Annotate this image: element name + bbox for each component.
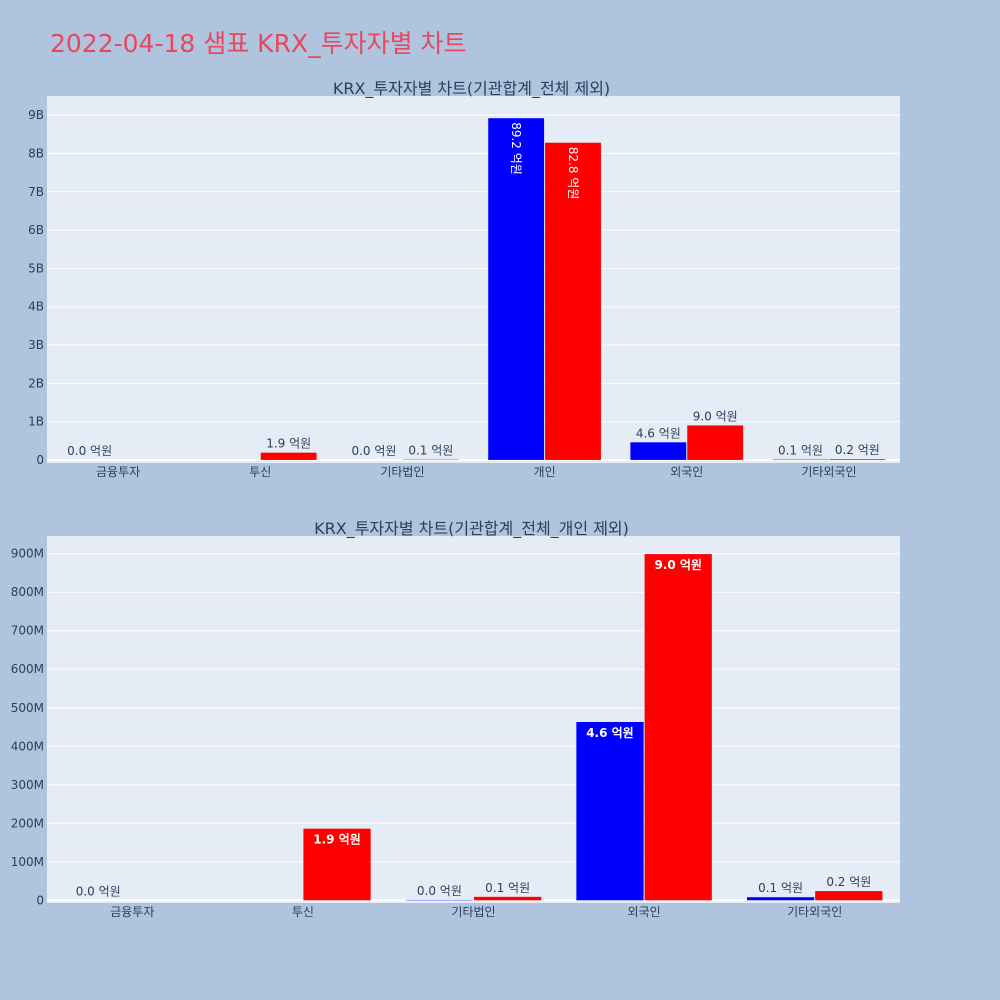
x-tick-label: 기타법인	[380, 465, 424, 479]
bar	[576, 722, 644, 901]
data-label: 0.2 억원	[835, 443, 880, 457]
data-label: 0.0 억원	[417, 884, 462, 898]
y-tick-label: 6B	[28, 223, 44, 237]
y-tick-label: 1B	[28, 415, 44, 429]
chart-bottom: 0 100M 200M 300M 400M 500M 600M 700M 800M 900M KRX…	[11, 519, 900, 919]
data-label: 9.0 억원	[654, 558, 702, 572]
bar	[746, 897, 815, 901]
chart-subtitle: KRX_투자자별 차트(기관합계_전체 제외)	[333, 79, 610, 99]
x-tick-label: 개인	[534, 465, 556, 479]
x-tick-label: 기타외국인	[801, 465, 856, 479]
data-label: 0.0 억원	[67, 444, 112, 458]
bar	[815, 891, 883, 901]
bar	[474, 896, 542, 901]
y-tick-label: 400M	[11, 739, 44, 753]
data-label: 0.1 억원	[408, 444, 453, 458]
page-title: 2022-04-18 샘표 KRX_투자자별 차트	[50, 29, 467, 58]
chart-subtitle: KRX_투자자별 차트(기관합계_전체_개인 제외)	[314, 519, 629, 539]
plot-area	[47, 536, 900, 903]
chart-top: 0 1B 2B 3B 4B 5B 6B 7B 8B 9B KRX_투자자별 차트(기관합계_전체 제…	[28, 79, 900, 479]
y-tick-label: 3B	[28, 338, 44, 352]
x-tick-label: 외국인	[670, 465, 703, 479]
y-tick-label: 700M	[11, 624, 44, 638]
y-tick-label: 900M	[11, 547, 44, 561]
y-tick-label: 5B	[28, 261, 44, 275]
data-label: 82.8 억원	[566, 147, 580, 200]
bar	[545, 142, 601, 460]
y-tick-label: 200M	[11, 816, 44, 830]
data-label: 0.1 억원	[758, 881, 803, 895]
x-tick-label: 외국인	[628, 905, 661, 919]
y-tick-label: 7B	[28, 185, 44, 199]
data-label: 0.0 억원	[76, 884, 121, 898]
data-label: 9.0 억원	[693, 409, 738, 423]
y-tick-label: 500M	[11, 701, 44, 715]
x-tick-label: 투신	[292, 905, 314, 919]
data-label: 0.1 억원	[778, 444, 823, 458]
data-label: 0.0 억원	[351, 444, 396, 458]
bar	[687, 425, 744, 460]
bar	[260, 452, 317, 460]
x-tick-label: 투신	[249, 465, 271, 479]
bar	[829, 459, 886, 460]
plot-area	[47, 96, 900, 463]
data-label: 1.9 억원	[313, 833, 361, 847]
y-tick-label: 8B	[28, 146, 44, 160]
data-label: 0.2 억원	[826, 875, 871, 889]
bar	[630, 442, 687, 460]
x-tick-label: 금융투자	[96, 465, 140, 479]
bar	[644, 554, 712, 901]
x-tick-label: 금융투자	[110, 905, 154, 919]
y-tick-label: 100M	[11, 855, 44, 869]
bar	[488, 118, 545, 460]
y-tick-label: 800M	[11, 585, 44, 599]
y-tick-label: 600M	[11, 662, 44, 676]
y-tick-label: 2B	[28, 376, 44, 390]
y-tick-label: 0	[36, 453, 44, 467]
y-tick-label: 9B	[28, 108, 44, 122]
bar	[303, 828, 371, 901]
data-label: 4.6 억원	[586, 726, 634, 740]
x-tick-label: 기타외국인	[787, 905, 842, 919]
data-label: 89.2 억원	[509, 122, 523, 175]
y-tick-label: 0	[36, 893, 44, 907]
data-label: 0.1 억원	[485, 881, 530, 895]
data-label: 1.9 억원	[266, 437, 311, 451]
y-tick-label: 4B	[28, 300, 44, 314]
y-tick-label: 300M	[11, 778, 44, 792]
x-tick-label: 기타법인	[451, 905, 495, 919]
data-label: 4.6 억원	[636, 426, 681, 440]
